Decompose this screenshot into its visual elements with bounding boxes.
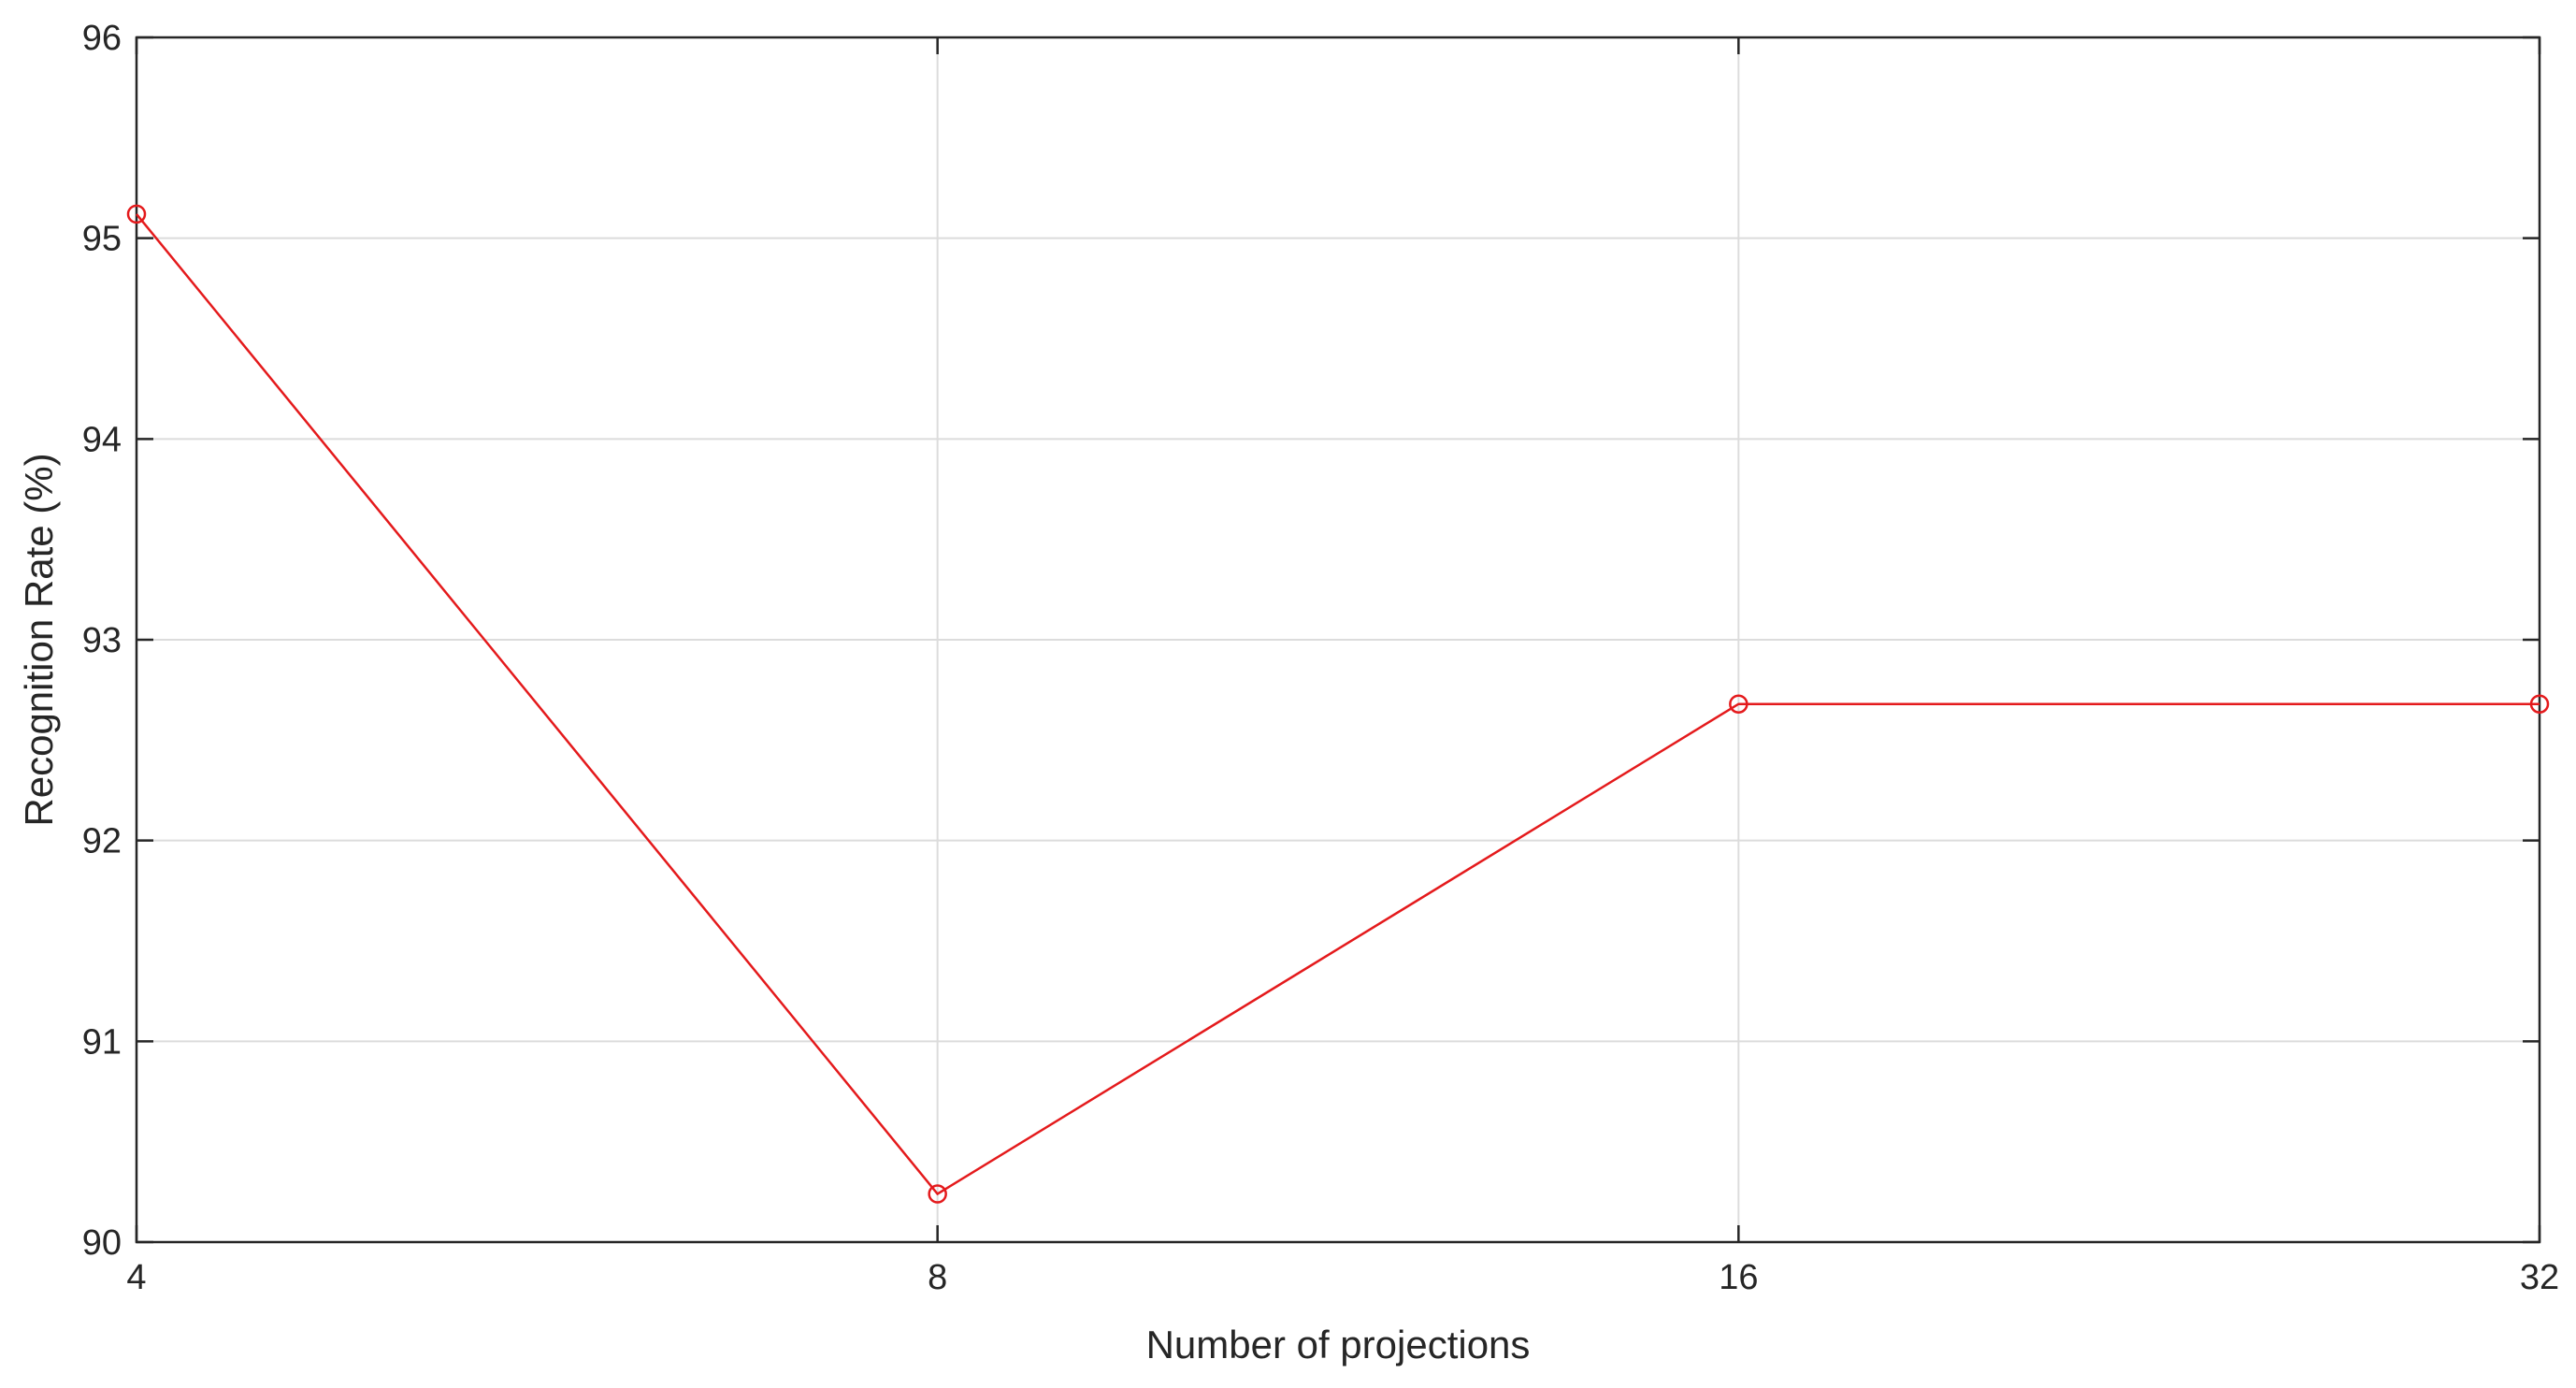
data-point-marker bbox=[928, 1184, 947, 1204]
x-tick-label: 8 bbox=[928, 1258, 947, 1297]
y-tick-label: 93 bbox=[82, 621, 122, 660]
x-tick-label: 32 bbox=[2520, 1258, 2559, 1297]
data-point-marker bbox=[2529, 694, 2550, 714]
y-tick-label: 90 bbox=[82, 1223, 122, 1263]
y-tick-label: 96 bbox=[82, 19, 122, 58]
grid-lines bbox=[137, 37, 2540, 1242]
data-point-marker bbox=[126, 204, 147, 224]
y-axis-label: Recognition Rate (%) bbox=[17, 453, 61, 826]
data-point-marker bbox=[1729, 694, 1749, 714]
x-tick-label: 16 bbox=[1719, 1258, 1758, 1297]
series-line bbox=[136, 213, 2540, 1196]
x-tick-labels: 4 8 16 32 bbox=[126, 1258, 2559, 1297]
y-tick-label: 91 bbox=[82, 1022, 122, 1062]
x-tick-label: 4 bbox=[126, 1258, 146, 1297]
data-series bbox=[126, 204, 2550, 1204]
y-tick-label: 94 bbox=[82, 420, 122, 459]
y-tick-labels: 90 91 92 93 94 95 96 bbox=[82, 19, 122, 1263]
x-axis-label: Number of projections bbox=[1146, 1323, 1531, 1366]
axis-ticks bbox=[135, 36, 2541, 1244]
y-tick-label: 95 bbox=[82, 220, 122, 259]
y-tick-label: 92 bbox=[82, 822, 122, 861]
